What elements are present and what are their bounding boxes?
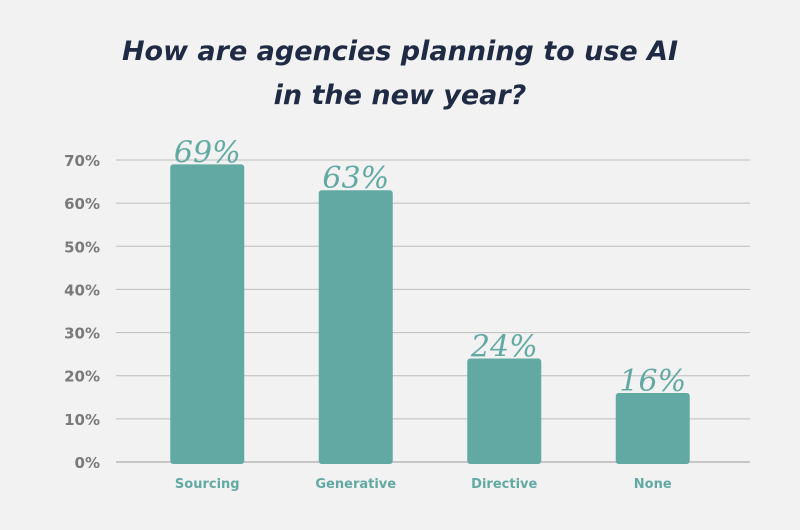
data-label: 69% <box>174 135 241 170</box>
data-label: 63% <box>322 161 389 196</box>
x-tick-label: None <box>634 477 672 492</box>
bar <box>318 190 393 464</box>
y-tick-label: 30% <box>64 325 100 343</box>
y-tick-label: 20% <box>64 368 100 386</box>
y-tick-label: 40% <box>64 281 100 299</box>
x-tick-label: Sourcing <box>175 477 240 492</box>
bar <box>467 358 542 464</box>
y-tick-label: 0% <box>75 454 100 472</box>
y-tick-label: 60% <box>64 195 100 213</box>
y-tick-label: 70% <box>64 152 100 170</box>
data-label: 16% <box>619 364 686 399</box>
chart-title: How are agencies planning to use AI in t… <box>121 36 679 111</box>
x-tick-label: Directive <box>471 477 537 492</box>
bar <box>615 392 690 464</box>
bar <box>170 164 245 465</box>
y-tick-label: 10% <box>64 411 100 429</box>
y-tick-label: 50% <box>64 238 100 256</box>
data-label: 24% <box>470 329 538 364</box>
x-tick-label: Generative <box>315 477 396 492</box>
